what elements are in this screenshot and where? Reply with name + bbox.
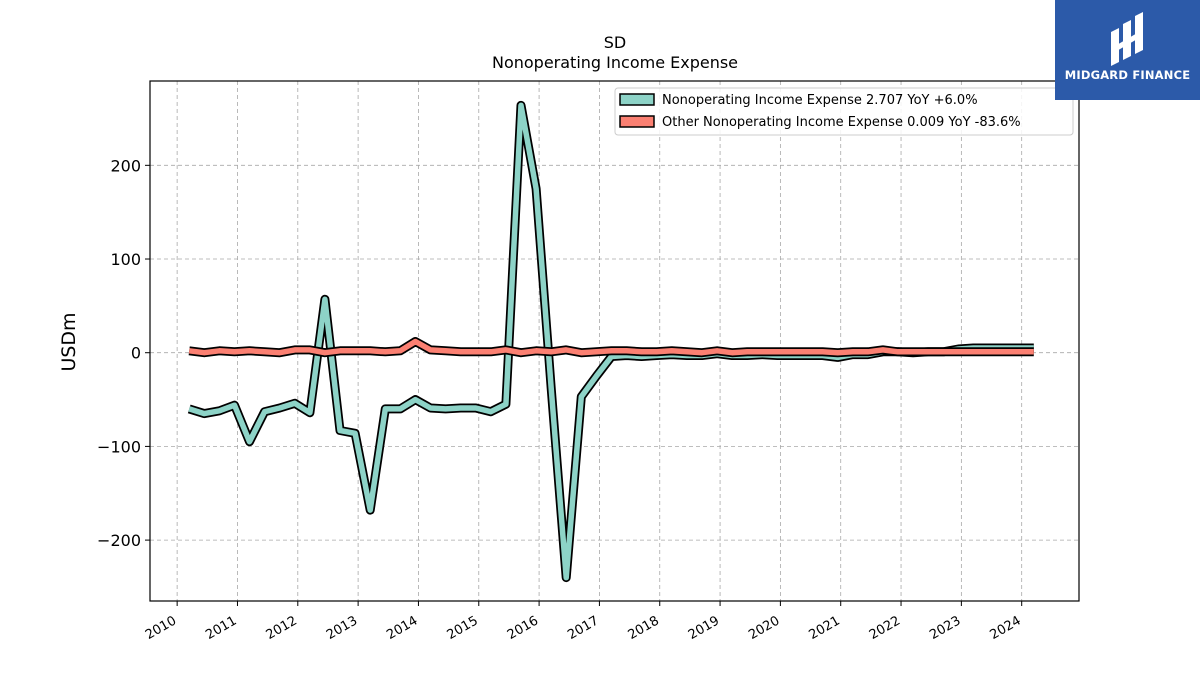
x-tick-label: 2018 bbox=[626, 613, 662, 643]
y-tick-label: −200 bbox=[97, 531, 141, 550]
axis-ticks: 2010 2011 2012 2013 2014 2015 2016 2017 2018 2019… bbox=[97, 156, 1024, 643]
legend-swatch-1 bbox=[619, 93, 655, 106]
y-tick-label: −100 bbox=[97, 437, 141, 456]
x-tick-label: 2020 bbox=[746, 613, 782, 643]
y-axis-label: USDm bbox=[58, 312, 80, 371]
brand-logo-text: MIDGARD FINANCE bbox=[1064, 68, 1191, 82]
y-tick-label: 0 bbox=[131, 344, 141, 363]
grid bbox=[150, 81, 1079, 601]
legend: Nonoperating Income Expense 2.707 YoY +6… bbox=[614, 87, 1074, 136]
brand-logo-mark-icon bbox=[1111, 12, 1143, 66]
x-tick-label: 2022 bbox=[867, 613, 903, 643]
chart-subtitle: Nonoperating Income Expense bbox=[492, 53, 738, 72]
series-outline-1 bbox=[187, 100, 1034, 583]
brand-logo: MIDGARD FINANCE bbox=[1055, 0, 1200, 100]
x-tick-label: 2012 bbox=[264, 613, 300, 643]
plot-frame bbox=[149, 80, 1080, 602]
x-tick-label: 2021 bbox=[807, 613, 843, 643]
x-tick-label: 2013 bbox=[324, 613, 360, 643]
x-tick-label: 2024 bbox=[988, 613, 1024, 643]
chart-title: SD bbox=[604, 33, 626, 52]
series-layer bbox=[187, 100, 1034, 583]
x-tick-label: 2019 bbox=[686, 613, 722, 643]
legend-swatch-2 bbox=[619, 115, 655, 128]
x-tick-label: 2011 bbox=[203, 613, 239, 643]
x-tick-label: 2015 bbox=[445, 613, 481, 643]
x-tick-label: 2014 bbox=[384, 613, 420, 643]
x-tick-label: 2010 bbox=[143, 613, 179, 643]
x-tick-label: 2016 bbox=[505, 613, 541, 643]
legend-label-1: Nonoperating Income Expense 2.707 YoY +6… bbox=[662, 93, 978, 108]
x-tick-label: 2017 bbox=[565, 613, 601, 643]
legend-label-2: Other Nonoperating Income Expense 0.009 … bbox=[662, 115, 1021, 130]
y-tick-label: 200 bbox=[110, 156, 141, 175]
x-tick-label: 2023 bbox=[927, 613, 963, 643]
legend-frame bbox=[614, 87, 1074, 136]
y-tick-label: 100 bbox=[110, 250, 141, 269]
series-line-2 bbox=[188, 338, 1034, 356]
